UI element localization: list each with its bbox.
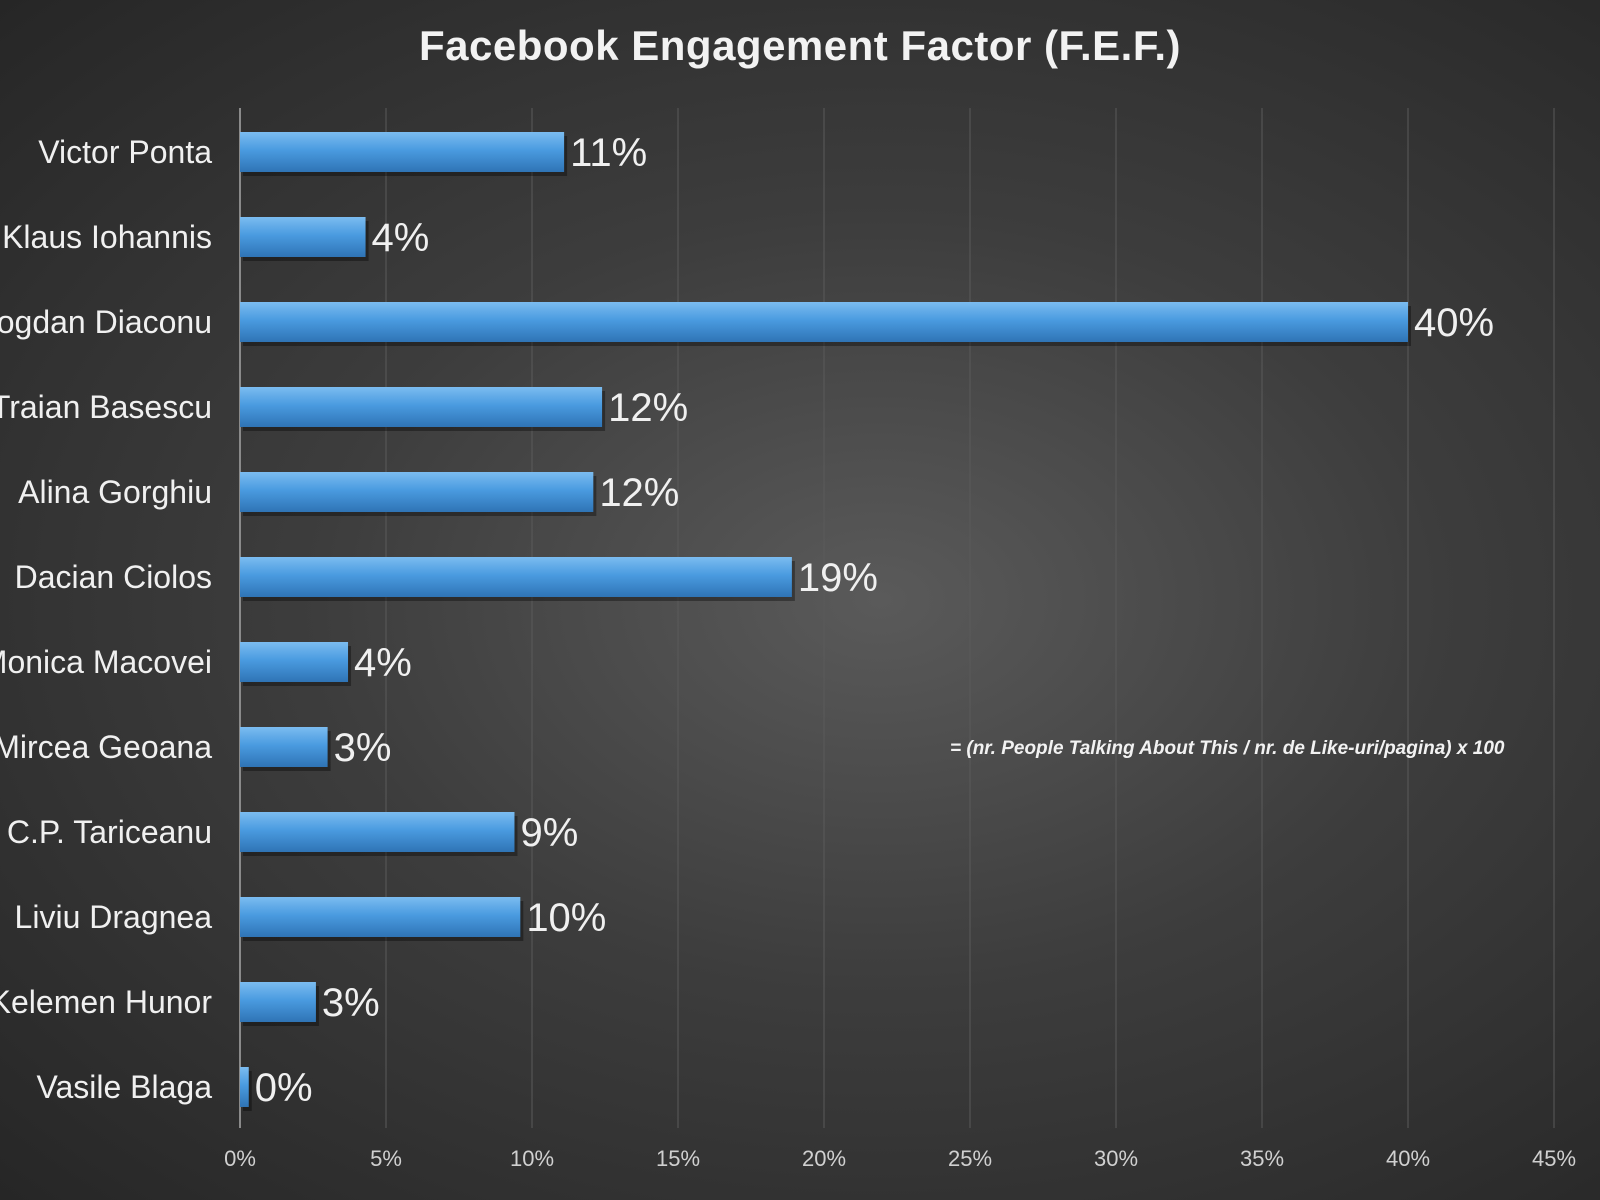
bars xyxy=(240,132,1411,1111)
bar xyxy=(240,1067,249,1107)
category-label: Victor Ponta xyxy=(38,134,212,170)
category-label: Monica Macovei xyxy=(0,644,212,680)
category-label: C.P. Tariceanu xyxy=(7,814,212,850)
category-label: Bogdan Diaconu xyxy=(0,304,212,340)
x-tick-label: 20% xyxy=(802,1146,846,1171)
bar xyxy=(240,727,328,767)
data-label: 40% xyxy=(1414,301,1494,345)
data-label: 11% xyxy=(570,131,647,175)
x-tick-label: 0% xyxy=(224,1146,256,1171)
bar xyxy=(240,982,316,1022)
x-tick-label: 25% xyxy=(948,1146,992,1171)
data-label: 4% xyxy=(372,216,430,260)
data-labels: 11%4%40%12%12%19%4%3%9%10%3%0% xyxy=(255,131,1494,1110)
data-label: 4% xyxy=(354,641,412,685)
x-tick-label: 5% xyxy=(370,1146,402,1171)
bar xyxy=(240,302,1408,342)
bar xyxy=(240,472,594,512)
formula-note: = (nr. People Talking About This / nr. d… xyxy=(950,738,1505,759)
data-label: 3% xyxy=(334,726,392,770)
category-label: Klaus Iohannis xyxy=(2,219,212,255)
category-label: Mircea Geoana xyxy=(0,729,212,765)
x-tick-label: 15% xyxy=(656,1146,700,1171)
x-tick-label: 10% xyxy=(510,1146,554,1171)
category-label: Traian Basescu xyxy=(0,389,212,425)
category-label: Alina Gorghiu xyxy=(18,474,212,510)
gridlines xyxy=(239,108,1555,1128)
bar xyxy=(240,217,366,257)
x-axis-ticks: 0% 5% 10% 15% 20% 25% 30% 35% 40% 45% xyxy=(224,1146,1576,1171)
category-labels: Victor Ponta Klaus Iohannis Bogdan Diaconu… xyxy=(0,134,212,1105)
x-tick-label: 30% xyxy=(1094,1146,1138,1171)
data-label: 0% xyxy=(255,1066,313,1110)
x-tick-label: 35% xyxy=(1240,1146,1284,1171)
x-tick-label: 40% xyxy=(1386,1146,1430,1171)
category-label: Dacian Ciolos xyxy=(15,559,212,595)
bar xyxy=(240,132,565,172)
x-tick-label: 45% xyxy=(1532,1146,1576,1171)
data-label: 19% xyxy=(798,556,878,600)
chart-title: Facebook Engagement Factor (F.E.F.) xyxy=(419,22,1181,69)
data-label: 3% xyxy=(322,981,380,1025)
bar xyxy=(240,387,603,427)
category-label: Vasile Blaga xyxy=(36,1069,212,1105)
data-label: 12% xyxy=(608,386,688,430)
bar xyxy=(240,557,792,597)
bar xyxy=(240,642,349,682)
bar xyxy=(240,812,515,852)
category-label: Kelemen Hunor xyxy=(0,984,212,1020)
data-label: 12% xyxy=(599,471,679,515)
category-label: Liviu Dragnea xyxy=(15,899,213,935)
bar xyxy=(240,897,521,937)
data-label: 10% xyxy=(526,896,606,940)
data-label: 9% xyxy=(520,811,578,855)
